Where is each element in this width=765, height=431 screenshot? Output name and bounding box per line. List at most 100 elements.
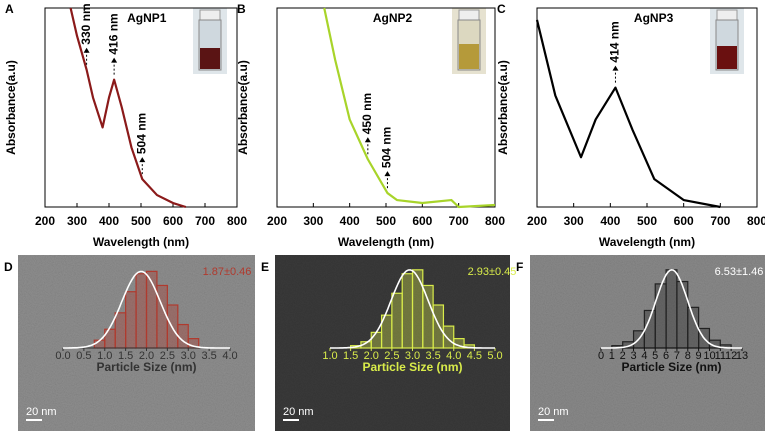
- annotation-label: 330 nm: [79, 3, 93, 44]
- fit-label: 1.87±0.46: [203, 266, 252, 278]
- histogram-bar: [391, 292, 403, 349]
- x-tick-label: 200: [35, 214, 55, 228]
- histogram-bar: [114, 312, 127, 349]
- histogram-bar: [370, 331, 383, 349]
- histogram-bar: [135, 273, 148, 349]
- x-tick-label: 400: [340, 214, 360, 228]
- tem-image: [275, 255, 510, 431]
- fit-label: 2.93±0.45: [468, 266, 517, 278]
- arrow-head: [612, 65, 619, 71]
- x-axis-label: Wavelength (nm): [93, 235, 189, 249]
- x-axis-label: Particle Size (nm): [362, 360, 462, 374]
- x-tick-label: 6: [663, 350, 669, 362]
- x-tick-label: 2.5: [160, 350, 175, 362]
- gaussian-fit: [601, 268, 742, 349]
- scale-bar: [26, 419, 42, 421]
- x-axis-label: Particle Size (nm): [621, 360, 721, 374]
- x-tick-label: 600: [674, 214, 694, 228]
- x-axis-label: Wavelength (nm): [338, 235, 434, 249]
- panel-letter: F: [516, 260, 523, 274]
- histogram-bar: [665, 269, 678, 349]
- histogram-bar: [156, 284, 168, 349]
- y-axis-label: Absorbance(a.u): [4, 60, 18, 155]
- panel-letter: D: [4, 260, 13, 274]
- x-tick-label: 800: [227, 214, 247, 228]
- x-tick-label: 4: [641, 350, 647, 362]
- arrow-head: [384, 171, 391, 177]
- histogram-bar: [401, 273, 414, 349]
- x-tick-label: 4.0: [222, 350, 237, 362]
- annotation-label: 414 nm: [608, 21, 622, 62]
- histogram-bar: [411, 269, 424, 349]
- vial-a: [193, 8, 227, 74]
- histogram-bar: [442, 325, 455, 349]
- x-tick-label: 0: [598, 350, 604, 362]
- gaussian-fit: [330, 269, 495, 349]
- arrow-head: [364, 137, 371, 143]
- x-tick-label: 600: [412, 214, 432, 228]
- x-tick-label: 1.0: [97, 350, 112, 362]
- x-tick-label: 800: [485, 214, 505, 228]
- histogram-bar: [676, 280, 689, 349]
- panel-letter: C: [497, 2, 506, 16]
- spectrum-line: [69, 7, 187, 209]
- x-tick-label: 12: [725, 350, 737, 362]
- x-tick-label: 0.5: [76, 350, 91, 362]
- x-tick-label: 2: [620, 350, 626, 362]
- panel-letter: B: [237, 2, 246, 16]
- panel-title: AgNP1: [127, 11, 167, 25]
- x-axis-label: Wavelength (nm): [599, 235, 695, 249]
- x-tick-label: 2.5: [384, 350, 399, 362]
- x-tick-label: 3.5: [201, 350, 216, 362]
- x-tick-label: 500: [376, 214, 396, 228]
- scale-bar-label: 20 nm: [26, 406, 57, 418]
- x-tick-label: 200: [527, 214, 547, 228]
- x-tick-label: 9: [696, 350, 702, 362]
- arrow-head: [139, 157, 146, 163]
- annotation-label: 504 nm: [134, 113, 148, 154]
- tem-image: [530, 255, 765, 431]
- x-tick-label: 5.0: [487, 350, 502, 362]
- x-tick-label: 500: [637, 214, 657, 228]
- arrow-head: [111, 57, 118, 63]
- x-tick-label: 400: [99, 214, 119, 228]
- y-axis-label: Absorbance(a.u): [496, 60, 510, 155]
- panel-title: AgNP2: [373, 11, 413, 25]
- x-tick-label: 5: [652, 350, 658, 362]
- x-tick-label: 1: [609, 350, 615, 362]
- x-tick-label: 300: [564, 214, 584, 228]
- annotation-label: 416 nm: [106, 13, 120, 54]
- panel-letter: A: [5, 2, 14, 16]
- fit-label: 6.53±1.46: [715, 266, 764, 278]
- x-tick-label: 700: [449, 214, 469, 228]
- x-tick-label: 3.0: [405, 350, 420, 362]
- spectrum-line: [323, 7, 496, 209]
- x-tick-label: 300: [67, 214, 87, 228]
- y-axis-label: Absorbance(a.u): [236, 60, 250, 155]
- x-tick-label: 13: [736, 350, 748, 362]
- x-tick-label: 1.0: [322, 350, 337, 362]
- x-tick-label: 10: [703, 350, 715, 362]
- x-tick-label: 4.5: [467, 350, 482, 362]
- x-tick-label: 7: [674, 350, 680, 362]
- vial-c: [710, 8, 744, 74]
- x-tick-label: 700: [195, 214, 215, 228]
- x-axis-label: Particle Size (nm): [96, 360, 196, 374]
- x-tick-label: 500: [131, 214, 151, 228]
- histogram-bar: [654, 283, 667, 349]
- x-tick-label: 3.5: [425, 350, 440, 362]
- x-tick-label: 800: [747, 214, 765, 228]
- arrow-head: [83, 47, 90, 53]
- x-tick-label: 8: [685, 350, 691, 362]
- histogram-bar: [125, 291, 137, 349]
- scale-bar: [538, 419, 554, 421]
- x-tick-label: 300: [303, 214, 323, 228]
- x-tick-label: 600: [163, 214, 183, 228]
- spectrum-line: [535, 19, 721, 209]
- scale-bar: [283, 419, 299, 421]
- histogram-bar: [177, 323, 189, 349]
- panel-title: AgNP3: [634, 11, 674, 25]
- x-tick-label: 1.5: [118, 350, 133, 362]
- x-tick-label: 700: [710, 214, 730, 228]
